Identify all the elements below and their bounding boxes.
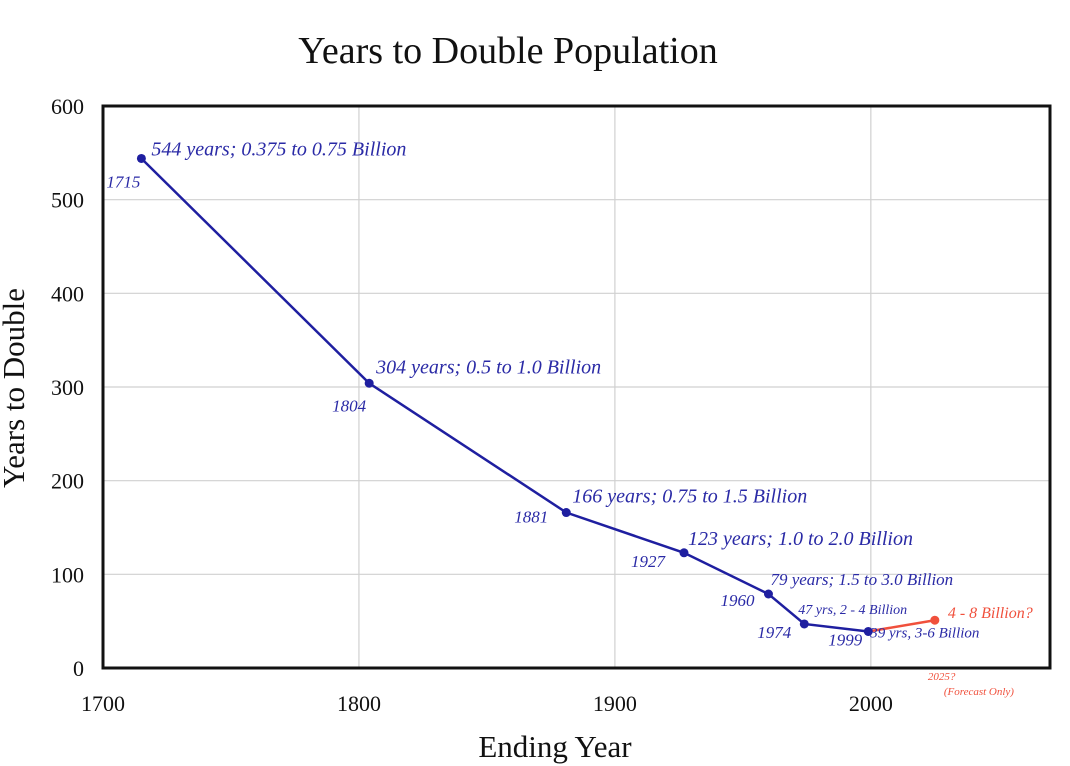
data-points	[136, 153, 940, 636]
y-tick-label: 0	[73, 656, 84, 681]
axis-ticks: 1700 1800 1900 2000 0 100 200 300 400 500 600	[51, 94, 893, 716]
data-point	[364, 378, 374, 388]
x-tick-label: 1800	[337, 691, 381, 716]
y-tick-label: 200	[51, 469, 84, 494]
data-point	[679, 548, 689, 558]
y-tick-label: 500	[51, 188, 84, 213]
plot-frame	[101, 104, 1052, 670]
history-line	[140, 157, 869, 633]
point-note: 39 yrs, 3-6 Billion	[869, 625, 979, 641]
point-year-label: 1881	[514, 508, 548, 527]
y-axis-label: Years to Double	[0, 288, 31, 488]
x-axis-label: Ending Year	[478, 729, 632, 764]
point-note: 79 years; 1.5 to 3.0 Billion	[770, 570, 953, 589]
x-tick-label: 1900	[593, 691, 637, 716]
grid	[103, 106, 1050, 668]
y-tick-label: 100	[51, 562, 84, 587]
point-note: 123 years; 1.0 to 2.0 Billion	[688, 528, 913, 550]
forecast-line	[868, 618, 936, 633]
chart-title: Years to Double Population	[298, 30, 717, 72]
x-tick-label: 2000	[849, 691, 893, 716]
forecast-year-label: 2025?	[928, 671, 956, 683]
forecast-note: 4 - 8 Billion?	[948, 605, 1033, 622]
point-year-label: 1804	[332, 396, 367, 415]
y-tick-label: 600	[51, 94, 84, 119]
point-year-label: 1715	[106, 172, 140, 191]
point-year-label: 1999	[828, 630, 863, 649]
point-note: 47 yrs, 2 - 4 Billion	[798, 603, 907, 618]
x-tick-label: 1700	[81, 691, 125, 716]
forecast-point	[930, 615, 940, 625]
y-tick-label: 400	[51, 281, 84, 306]
data-point	[763, 589, 773, 599]
forecast-sub-label: (Forecast Only)	[944, 686, 1014, 698]
point-note: 304 years; 0.5 to 1.0 Billion	[375, 356, 601, 378]
data-point	[863, 626, 873, 636]
data-labels: 544 years; 0.375 to 0.75 Billion 1715 304 …	[106, 138, 1032, 698]
data-point	[136, 153, 146, 163]
point-year-label: 1927	[631, 552, 667, 571]
y-tick-label: 300	[51, 375, 84, 400]
point-note: 544 years; 0.375 to 0.75 Billion	[151, 138, 406, 160]
point-year-label: 1974	[757, 623, 792, 642]
data-point	[561, 508, 571, 518]
point-year-label: 1960	[720, 591, 755, 610]
point-note: 166 years; 0.75 to 1.5 Billion	[572, 486, 807, 508]
data-point	[799, 619, 809, 629]
series-lines	[140, 157, 936, 633]
